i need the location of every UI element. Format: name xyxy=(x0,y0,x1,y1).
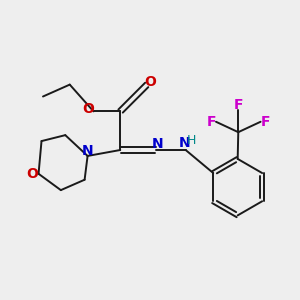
Text: N: N xyxy=(178,136,190,151)
Text: H: H xyxy=(186,134,196,147)
Text: N: N xyxy=(152,137,163,151)
Text: N: N xyxy=(82,144,93,158)
Text: F: F xyxy=(260,115,270,129)
Text: O: O xyxy=(27,167,38,181)
Text: O: O xyxy=(145,75,157,89)
Text: F: F xyxy=(207,115,216,129)
Text: F: F xyxy=(233,98,243,112)
Text: O: O xyxy=(82,102,94,116)
